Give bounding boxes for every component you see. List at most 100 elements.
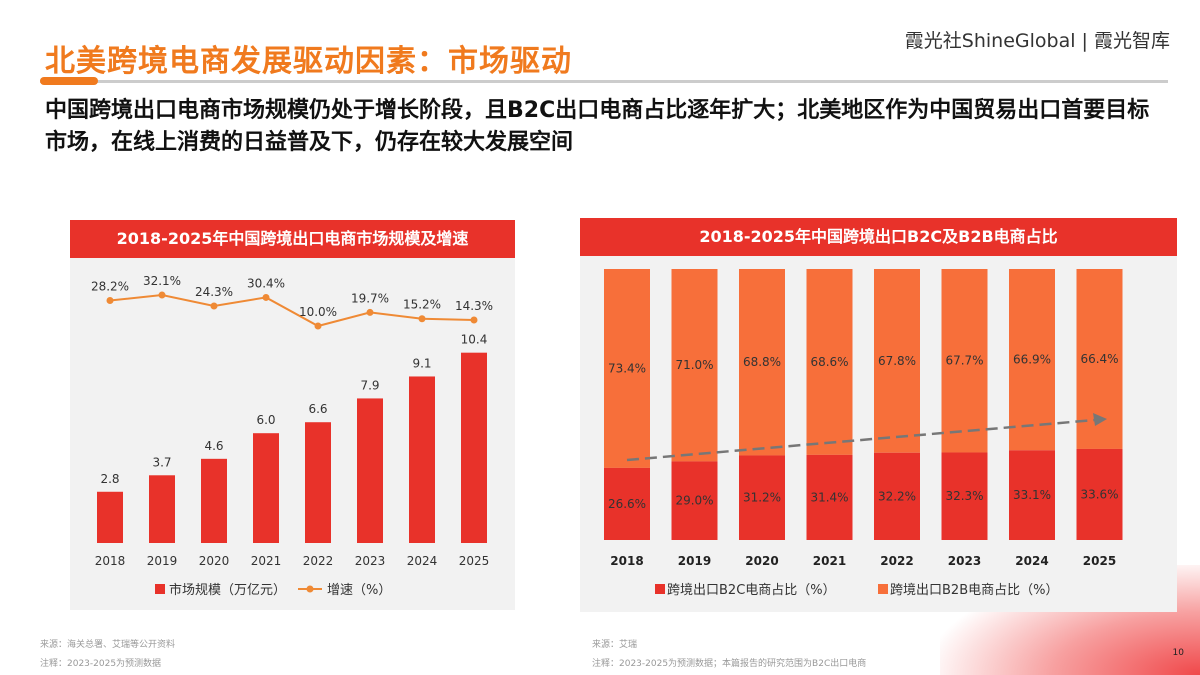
bar-segment-b2c: [604, 467, 650, 540]
source: 来源：海关总署、艾瑞等公开资料: [40, 640, 176, 650]
x-tick-label: 2025: [1083, 554, 1116, 568]
chart-title: 2018-2025年中国跨境出口电商市场规模及增速: [70, 220, 515, 258]
b2b-label: 68.6%: [810, 355, 848, 369]
bar: [253, 433, 279, 543]
bar: [149, 475, 175, 543]
page-title: 北美跨境电商发展驱动因素：市场驱动: [45, 44, 572, 79]
bar-segment-b2b: [604, 269, 650, 468]
source-note-right: 来源：艾瑞 注释：2023-2025为预测数据；本篇报告的研究范围为B2C出口电…: [592, 636, 866, 674]
brand-logo: 霞光社ShineGlobal | 霞光智库: [904, 30, 1170, 52]
growth-point: [262, 293, 270, 301]
bar-segment-b2b: [941, 269, 988, 453]
x-tick-label: 2023: [355, 554, 386, 568]
trend-arrowhead: [1093, 413, 1107, 426]
bar-label: 3.7: [152, 455, 171, 469]
b2c-label: 31.2%: [743, 491, 781, 505]
chart-b2c-b2b-share: 73.4% 26.6% 2018 71.0% 29.0% 2019 68.8% 31.2% 20…: [604, 269, 1123, 598]
legend-label: 市场规模（万亿元）: [169, 582, 286, 598]
x-tick-label: 2021: [251, 554, 282, 568]
b2b-label: 66.4%: [1080, 352, 1118, 366]
growth-point: [158, 291, 166, 299]
chart-title: 2018-2025年中国跨境出口B2C及B2B电商占比: [580, 218, 1177, 256]
growth-label: 28.2%: [91, 280, 129, 294]
b2b-label: 71.0%: [675, 358, 713, 372]
bar-segment-b2c: [1076, 448, 1123, 540]
bar-segment-b2c: [941, 452, 988, 540]
footnote: 注释：2023-2025为预测数据: [40, 659, 162, 669]
growth-label: 19.7%: [351, 291, 389, 305]
bar-segment-b2b: [671, 269, 718, 462]
bar-segment-b2c: [671, 461, 718, 540]
growth-label: 10.0%: [299, 305, 337, 319]
page-number: 10: [1172, 648, 1184, 658]
bar: [357, 398, 383, 543]
x-tick-label: 2022: [303, 554, 334, 568]
growth-point: [366, 308, 374, 316]
legend-swatch-b2b: [878, 584, 888, 594]
bar: [201, 458, 227, 543]
legend-swatch-bar: [155, 584, 165, 594]
growth-label: 24.3%: [195, 285, 233, 299]
legend-label: 增速（%）: [327, 583, 391, 598]
bar-segment-b2c: [806, 454, 853, 540]
x-tick-label: 2024: [1015, 554, 1048, 568]
x-tick-label: 2018: [95, 554, 126, 568]
chart-panel-market-size: 2018-2025年中国跨境出口电商市场规模及增速: [70, 220, 515, 610]
source-note-left: 来源：海关总署、艾瑞等公开资料 注释：2023-2025为预测数据: [40, 636, 175, 674]
bar-segment-b2b: [874, 269, 920, 453]
bar-label: 9.1: [412, 356, 431, 370]
x-tick-label: 2019: [678, 554, 711, 568]
growth-point: [106, 297, 114, 305]
bar: [305, 422, 331, 543]
legend-label: 跨境出口B2B电商占比（%）: [890, 583, 1058, 598]
bar-label: 10.4: [461, 333, 488, 347]
bar-segment-b2b: [739, 269, 785, 456]
footnote: 注释：2023-2025为预测数据；本篇报告的研究范围为B2C出口电商: [592, 659, 867, 669]
bar-label: 6.0: [256, 413, 275, 427]
b2c-label: 31.4%: [810, 490, 848, 504]
bar-segment-b2b: [1009, 269, 1055, 451]
bar: [97, 491, 123, 543]
page-subtitle: 中国跨境出口电商市场规模仍处于增长阶段，且B2C出口电商占比逐年扩大；北美地区作…: [45, 98, 1150, 155]
x-tick-label: 2019: [147, 554, 178, 568]
b2c-label: 33.1%: [1013, 488, 1051, 502]
x-tick-label: 2018: [610, 554, 643, 568]
b2b-label: 68.8%: [743, 355, 781, 369]
legend-swatch-b2c: [655, 584, 665, 594]
x-tick-label: 2024: [407, 554, 438, 568]
legend-label: 跨境出口B2C电商占比（%）: [667, 583, 836, 598]
growth-label: 32.1%: [143, 274, 181, 288]
x-tick-label: 2020: [745, 554, 778, 568]
b2c-label: 32.2%: [878, 489, 916, 503]
bar-label: 2.8: [100, 472, 119, 486]
b2c-label: 29.0%: [675, 494, 713, 508]
legend-swatch-point: [306, 585, 314, 593]
bar-segment-b2b: [806, 269, 853, 455]
growth-point: [210, 302, 218, 310]
x-tick-label: 2023: [948, 554, 981, 568]
b2c-label: 32.3%: [945, 489, 983, 503]
b2c-label: 26.6%: [608, 497, 646, 511]
bar-label: 6.6: [308, 402, 327, 416]
x-tick-label: 2025: [459, 554, 490, 568]
bar: [461, 352, 487, 543]
growth-line: [109, 294, 475, 328]
growth-label: 14.3%: [455, 299, 493, 313]
x-tick-label: 2022: [880, 554, 913, 568]
growth-point: [314, 322, 322, 330]
b2b-label: 66.9%: [1013, 353, 1051, 367]
bar-segment-b2c: [874, 452, 920, 540]
b2c-label: 33.6%: [1080, 487, 1118, 501]
b2b-label: 67.8%: [878, 354, 916, 368]
growth-point: [418, 315, 426, 323]
x-tick-label: 2020: [199, 554, 230, 568]
chart-market-size: 2.8 2018 3.7 2019 4.6 2020 6.0 2021 6.6 2022 7.9 20…: [91, 274, 493, 598]
bar-segment-b2c: [1009, 450, 1055, 540]
x-tick-label: 2021: [813, 554, 846, 568]
bar-label: 4.6: [204, 439, 223, 453]
growth-label: 30.4%: [247, 276, 285, 290]
trend-arrow: [626, 418, 1096, 462]
source: 来源：艾瑞: [592, 640, 638, 650]
growth-label: 15.2%: [403, 298, 441, 312]
bar-label: 7.9: [360, 378, 379, 392]
